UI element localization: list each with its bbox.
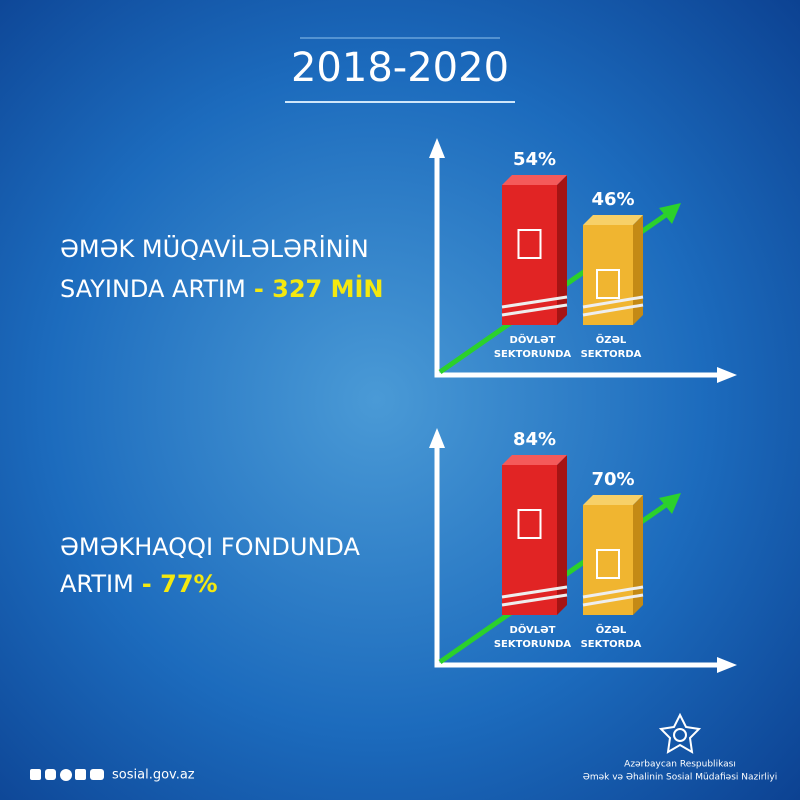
org-line: Azərbaycan Respublikası: [624, 760, 736, 770]
highlight: - 77%: [142, 570, 218, 598]
box-side: [633, 495, 643, 615]
logo: [658, 712, 702, 754]
caption: ÖZƏL: [596, 622, 627, 636]
caption: SEKTORDA: [581, 639, 642, 650]
social-icons: [30, 769, 104, 781]
box-stripe: [582, 593, 644, 607]
caption: SEKTORUNDA: [494, 349, 572, 360]
doc-icon: [596, 549, 620, 579]
panel: ƏMƏK MÜQAVİLƏLƏRİNİN SAYINDA ARTIM - 327 M…: [60, 138, 737, 383]
doc-icon: [517, 229, 542, 259]
label-line: ƏMƏKHAQQI FONDUNDA: [60, 533, 360, 561]
caption: DÖVLƏT: [510, 622, 556, 636]
label-text: ARTIM: [60, 570, 134, 598]
trend-arrow: [659, 493, 681, 514]
box-stripe: [582, 303, 644, 317]
value-label: 54%: [513, 149, 556, 170]
box-top: [583, 495, 643, 505]
axis: [434, 440, 725, 668]
highlight: - 327 MİN: [254, 274, 384, 303]
box-top: [583, 215, 643, 225]
label-line: ARTIM - 77%: [60, 570, 218, 598]
value-label: 84%: [513, 429, 556, 450]
website: sosial.gov.az: [112, 768, 195, 783]
arrow-head: [717, 657, 737, 673]
caption: DÖVLƏT: [510, 332, 556, 346]
box-stripe: [501, 295, 568, 309]
caption: ÖZƏL: [596, 332, 627, 346]
org-line: Əmək və Əhalinin Sosial Müdafiəsi Nazirl…: [583, 773, 778, 783]
value-label: 46%: [591, 189, 634, 210]
box-stripe: [501, 585, 568, 599]
trend-arrow: [659, 203, 681, 224]
panel: ƏMƏKHAQQI FONDUNDA ARTIM - 77% 84% DÖVLƏT SEK…: [60, 428, 737, 673]
value-label: 70%: [591, 469, 634, 490]
label-line: ƏMƏK MÜQAVİLƏLƏRİNİN: [60, 234, 369, 263]
doc-icon: [517, 509, 542, 539]
arrow-head: [429, 428, 445, 448]
box-stripe: [582, 295, 644, 309]
box-side: [633, 215, 643, 325]
box-side: [557, 175, 567, 325]
arrow-head: [717, 367, 737, 383]
caption: SEKTORUNDA: [494, 639, 572, 650]
label-line: SAYINDA ARTIM - 327 MİN: [60, 274, 384, 303]
arrow-head: [429, 138, 445, 158]
label-text: SAYINDA ARTIM: [60, 275, 246, 303]
caption: SEKTORDA: [581, 349, 642, 360]
title: 2018-2020: [291, 45, 509, 91]
box-stripe: [501, 303, 568, 317]
box-top: [502, 175, 567, 185]
box-top: [502, 455, 567, 465]
axis: [434, 150, 725, 378]
box-side: [557, 455, 567, 615]
doc-icon: [596, 269, 620, 299]
box-stripe: [501, 593, 568, 607]
box-stripe: [582, 585, 644, 599]
